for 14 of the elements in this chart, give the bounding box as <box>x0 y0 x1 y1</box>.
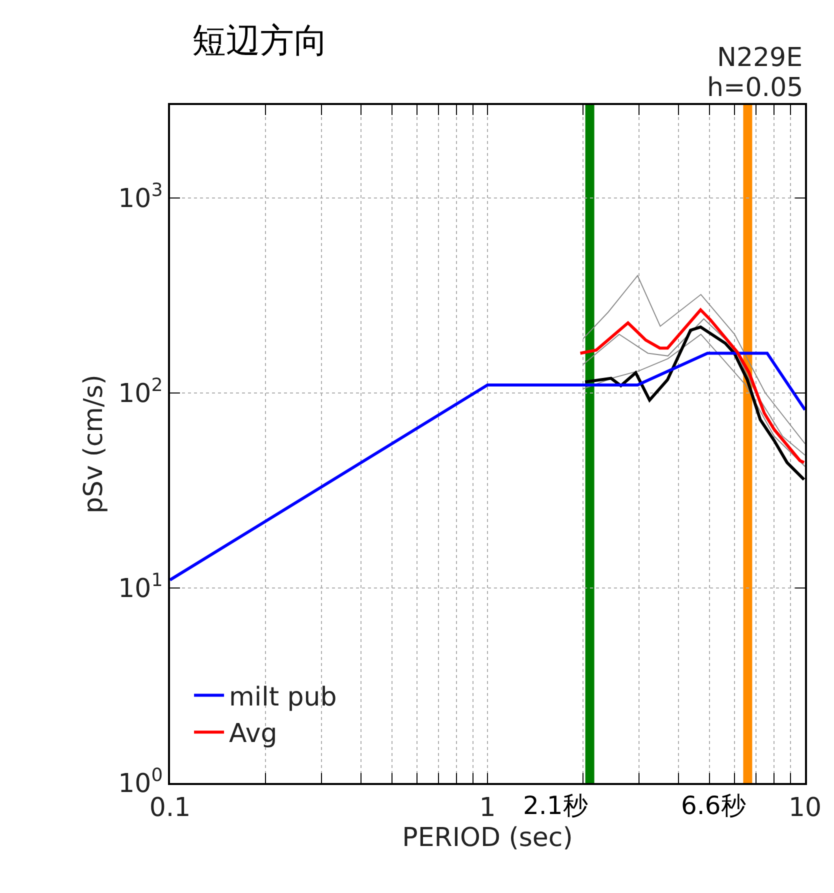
y-tick-label: 10$^{1}$ <box>118 570 163 604</box>
legend-label: milt pub <box>229 682 337 712</box>
text: h=0.05 <box>707 73 804 103</box>
x-tick-label: 1 <box>479 793 496 824</box>
x-axis-title: PERIOD (sec) <box>402 823 573 854</box>
text: N229E <box>717 43 803 73</box>
ref-line-label: 6.6秒 <box>681 791 746 820</box>
y-tick-label: 10$^{2}$ <box>118 375 163 410</box>
ref-line-label: 2.1秒 <box>523 791 588 820</box>
chart-title: 短辺方向 <box>192 21 328 62</box>
y-tick-label: 10$^{3}$ <box>118 180 163 214</box>
legend-label: Avg <box>229 719 278 750</box>
y-axis-title: pSv (cm/s) <box>79 374 110 514</box>
x-tick-label: 10 <box>788 793 822 824</box>
